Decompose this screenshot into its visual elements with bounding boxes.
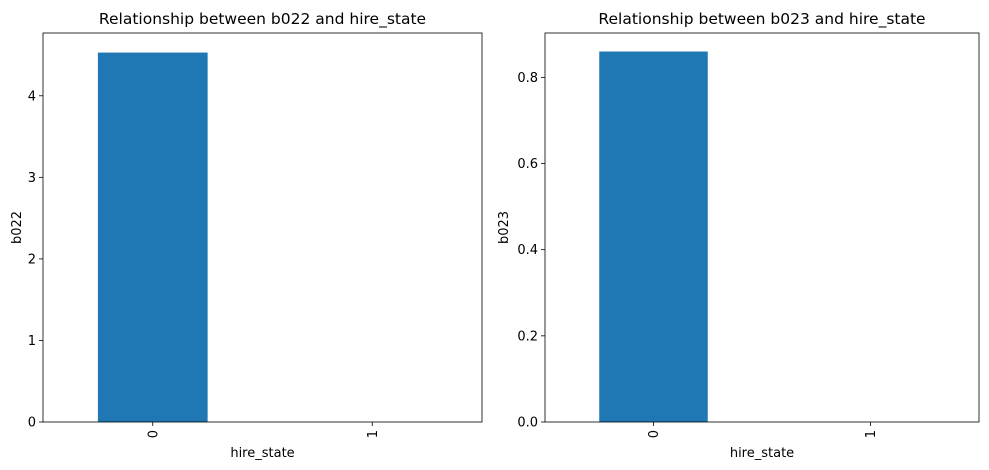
x-tick-label: 0 (647, 430, 662, 438)
bar (97, 52, 208, 422)
y-tick-label: 0.0 (517, 416, 538, 431)
y-axis-label: b022 (10, 211, 25, 244)
chart-title: Relationship between b022 and hire_state (99, 10, 426, 29)
x-axis-label: hire_state (230, 446, 294, 461)
y-tick-label: 1 (28, 334, 36, 349)
x-tick-label: 1 (864, 430, 879, 438)
y-tick-label: 2 (28, 252, 36, 267)
y-tick-label: 0 (28, 416, 36, 431)
y-tick-label: 3 (28, 171, 36, 186)
axes-frame (544, 32, 980, 423)
x-tick-label: 0 (146, 430, 161, 438)
chart-panel-0: 0 1 2 3 4 0 1 Relationship between b022 and hir… (10, 10, 483, 461)
chart-title: Relationship between b023 and hire_state (598, 10, 925, 29)
y-tick-label: 4 (28, 89, 36, 104)
x-axis-label: hire_state (730, 446, 794, 461)
y-tick-label: 0.4 (517, 243, 538, 258)
axes-frame (42, 32, 483, 423)
bar (599, 51, 708, 423)
y-tick-label: 0.6 (517, 157, 538, 172)
y-tick-label: 0.2 (517, 329, 538, 344)
chart-panel-1: 0.0 0.2 0.4 0.6 0.8 0 1 Relationship between b0… (497, 10, 980, 461)
y-axis-label: b023 (497, 211, 512, 244)
x-tick-label: 1 (366, 430, 381, 438)
y-tick-label: 0.8 (517, 71, 538, 86)
